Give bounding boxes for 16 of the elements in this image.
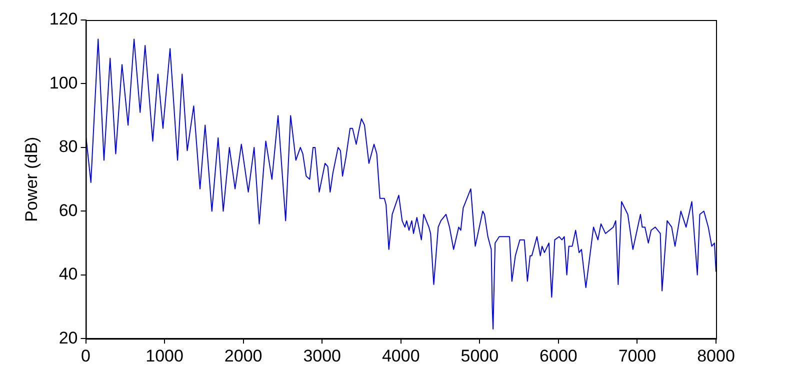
x-tick-label: 2000 bbox=[224, 346, 262, 366]
x-tick-label: 6000 bbox=[540, 346, 578, 366]
y-tick-label: 40 bbox=[58, 264, 78, 284]
y-tick-label: 120 bbox=[49, 10, 78, 29]
y-tick-label: 60 bbox=[58, 200, 78, 220]
y-tick-label: 20 bbox=[58, 328, 78, 348]
x-tick-label: 3000 bbox=[303, 346, 342, 366]
x-tick-label: 5000 bbox=[460, 346, 499, 366]
x-tick-label: 8000 bbox=[697, 346, 735, 366]
x-tick-label: 7000 bbox=[618, 346, 656, 366]
x-tick-label: 0 bbox=[81, 346, 90, 366]
y-axis-title: Power (dB) bbox=[22, 136, 41, 222]
y-tick-label: 80 bbox=[58, 137, 78, 156]
x-tick-label: 4000 bbox=[382, 346, 420, 366]
x-tick-label: 1000 bbox=[146, 346, 184, 366]
y-tick-label: 100 bbox=[49, 73, 78, 92]
